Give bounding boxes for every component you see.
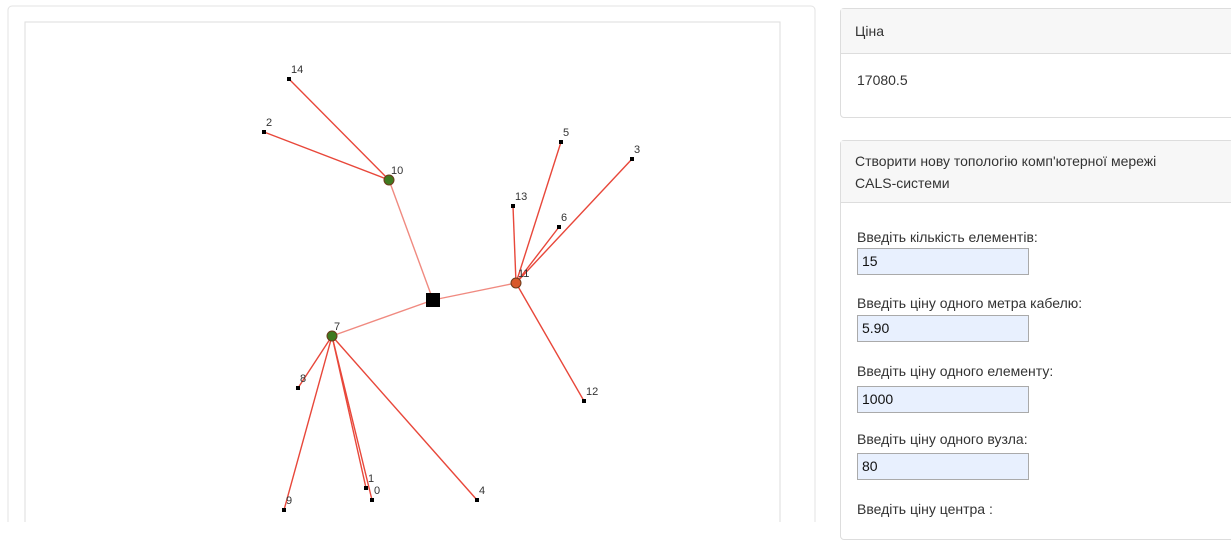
- page: Topology {"diagram": {"nodes": ["0","1",…: [7, 5, 1231, 540]
- field-label: Введіть ціну центра :: [857, 501, 993, 517]
- node-label: 11: [518, 268, 529, 280]
- edge: [388, 179, 434, 301]
- field-label: Введіть ціну одного вузла:: [857, 431, 1028, 447]
- node-label: 14: [291, 64, 303, 76]
- leaf-node: [630, 157, 634, 161]
- node-label: 13: [515, 191, 527, 203]
- hub-node: [510, 277, 522, 289]
- field-label: Введіть ціну одного елементу:: [857, 363, 1054, 379]
- node-label: 6: [561, 212, 567, 224]
- leaf-node: [282, 508, 286, 512]
- node-label: 12: [586, 386, 598, 398]
- edge: [515, 158, 633, 284]
- edge: [515, 141, 562, 284]
- leaf-node: [370, 498, 374, 502]
- diagram-canvas: [24, 21, 781, 522]
- node-label: 10: [391, 165, 403, 177]
- leaf-node: [559, 140, 563, 144]
- node-label: 1: [368, 473, 374, 485]
- field-label: Введіть ціну одного метра кабелю:: [857, 295, 1083, 311]
- edge: [288, 78, 390, 181]
- leaf-node: [475, 498, 479, 502]
- node-label: 3: [634, 144, 640, 156]
- price-card: Ціна 17080.5: [840, 8, 1231, 118]
- card-header: Ціна: [841, 9, 1231, 54]
- edge: [432, 282, 517, 301]
- node-label: 8: [300, 373, 306, 385]
- node-label: 4: [479, 485, 485, 497]
- edge: [331, 335, 478, 501]
- node-label: 7: [334, 321, 340, 333]
- center-node: [426, 293, 440, 307]
- edge: [515, 282, 585, 402]
- text-input[interactable]: 1000: [857, 386, 1029, 413]
- form-card: Створити нову топологію комп'ютерної мер…: [840, 140, 1231, 540]
- hub-node: [326, 330, 338, 342]
- edge: [515, 226, 560, 284]
- node-label: 9: [286, 495, 292, 507]
- edge: [331, 299, 434, 337]
- text-input[interactable]: 15: [857, 248, 1029, 275]
- body: 0 1 2 3 4 5 6 7 8 9 10 11 12 13 14 Ціна 17080.5 Створи…: [7, 5, 1231, 540]
- leaf-node: [296, 386, 300, 390]
- edge: [263, 131, 390, 181]
- edge: [331, 335, 367, 489]
- text-input[interactable]: 5.90: [857, 315, 1029, 342]
- node-label: 2: [266, 117, 272, 129]
- node-label: 0: [374, 485, 380, 497]
- text-input[interactable]: 80: [857, 453, 1029, 480]
- leaf-node: [364, 486, 368, 490]
- leaf-node: [287, 77, 291, 81]
- edge: [297, 335, 333, 389]
- field-label: Введіть кількість елементів:: [857, 229, 1038, 245]
- edge: [512, 205, 517, 284]
- hub-node: [383, 174, 395, 186]
- edges: [263, 78, 633, 511]
- node-label: 5: [563, 127, 569, 139]
- leaf-node: [557, 225, 561, 229]
- leaf-node: [511, 204, 515, 208]
- price-value: 17080.5: [857, 72, 908, 88]
- leaf-node: [262, 130, 266, 134]
- edge: [283, 335, 333, 511]
- card-header: Створити нову топологію комп'ютерної мер…: [841, 141, 1231, 203]
- leaf-node: [582, 399, 586, 403]
